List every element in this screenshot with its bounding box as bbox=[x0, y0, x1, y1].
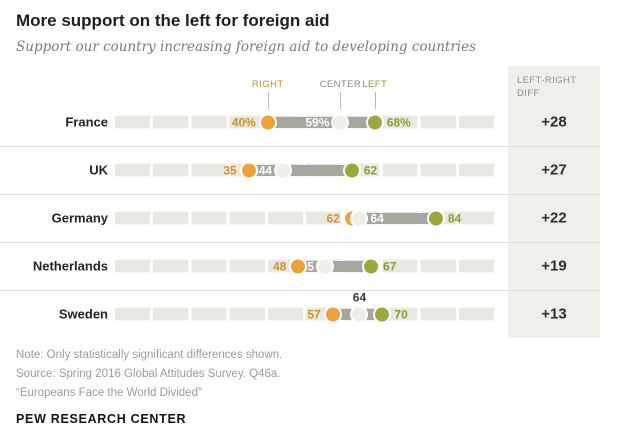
value-label-left: 67 bbox=[382, 259, 397, 273]
value-label-left: 84 bbox=[447, 211, 462, 225]
dot-right bbox=[239, 161, 258, 179]
chart-row-uk: UK 35 62 44 +27 bbox=[0, 146, 640, 194]
dot-center bbox=[274, 161, 293, 179]
report-title-text: “Europeans Face the World Divided” bbox=[16, 387, 202, 399]
legend-label-center: CENTER bbox=[319, 79, 362, 90]
diff-value: +27 bbox=[541, 161, 567, 179]
source-text: Source: Spring 2016 Global Attitudes Sur… bbox=[16, 368, 281, 380]
country-label: UK bbox=[89, 162, 108, 178]
diff-value: +13 bbox=[541, 305, 567, 323]
chart-row-france: France 40% 68% 59% +28 bbox=[0, 98, 640, 146]
scale-band: 35 62 44 bbox=[115, 161, 497, 179]
dot-center bbox=[331, 113, 350, 131]
value-label-center: 44 bbox=[258, 163, 273, 177]
country-label: Sweden bbox=[58, 306, 108, 322]
range-connector bbox=[248, 164, 352, 176]
dot-plot: France 40% 68% 59% +28 UK 35 62 44 +27 Germany 62 84… bbox=[0, 98, 640, 338]
chart-subtitle: Support our country increasing foreign a… bbox=[16, 39, 477, 55]
row-separator bbox=[0, 242, 600, 243]
dot-center bbox=[350, 305, 369, 323]
diff-header-line1: LEFT-RIGHT bbox=[517, 75, 577, 86]
range-connector bbox=[298, 260, 371, 272]
scale-band: 57 70 64 bbox=[115, 292, 497, 323]
range-connector bbox=[267, 116, 375, 128]
chart-row-netherlands: Netherlands 48 67 55 +19 bbox=[0, 242, 640, 290]
legend-label-left: LEFT bbox=[362, 79, 388, 90]
dot-left bbox=[342, 161, 361, 179]
scale-band: 48 67 55 bbox=[115, 257, 497, 275]
diff-column-header: LEFT-RIGHT DIFF bbox=[508, 66, 600, 100]
diff-column-background: LEFT-RIGHT DIFF bbox=[508, 66, 600, 338]
dot-center bbox=[316, 257, 335, 275]
diff-value: +19 bbox=[541, 257, 567, 275]
scale-band: 62 84 64 bbox=[115, 209, 497, 227]
country-label: France bbox=[65, 114, 108, 130]
chart-row-sweden: Sweden 57 70 64 +13 bbox=[0, 290, 640, 338]
value-label-left: 68% bbox=[386, 115, 411, 129]
value-label-left: 62 bbox=[363, 163, 378, 177]
value-label-right: 35 bbox=[223, 163, 237, 177]
chart-title: More support on the left for foreign aid bbox=[16, 11, 330, 30]
row-separator bbox=[0, 290, 600, 291]
row-separator bbox=[0, 146, 600, 147]
pew-research-center-wordmark: PEW RESEARCH CENTER bbox=[16, 412, 187, 426]
legend-label-right: RIGHT bbox=[252, 79, 284, 90]
value-label-right: 62 bbox=[326, 211, 340, 225]
value-label-right: 48 bbox=[273, 259, 287, 273]
value-label-right: 57 bbox=[307, 307, 321, 321]
value-label-right: 40% bbox=[231, 115, 256, 129]
dot-left bbox=[365, 113, 384, 131]
diff-value: +22 bbox=[541, 209, 567, 227]
diff-header-line2: DIFF bbox=[517, 88, 540, 99]
value-label-center: 64 bbox=[352, 290, 367, 305]
value-label-center: 59% bbox=[305, 115, 330, 129]
country-label: Netherlands bbox=[32, 258, 108, 274]
note-text: Note: Only statistically significant dif… bbox=[16, 349, 283, 361]
row-separator bbox=[0, 194, 600, 195]
value-label-center: 64 bbox=[370, 211, 384, 225]
dot-center bbox=[350, 209, 369, 227]
diff-value: +28 bbox=[541, 113, 567, 131]
dot-right bbox=[323, 305, 342, 323]
dot-left bbox=[426, 209, 445, 227]
dot-left bbox=[373, 305, 392, 323]
dot-left bbox=[361, 257, 380, 275]
scale-band: 40% 68% 59% bbox=[115, 113, 497, 131]
chart-row-germany: Germany 62 84 64 +22 bbox=[0, 194, 640, 242]
dot-right bbox=[258, 113, 277, 131]
value-label-left: 70 bbox=[394, 307, 408, 321]
range-connector bbox=[351, 212, 436, 224]
country-label: Germany bbox=[51, 210, 108, 226]
dot-right bbox=[289, 257, 308, 275]
